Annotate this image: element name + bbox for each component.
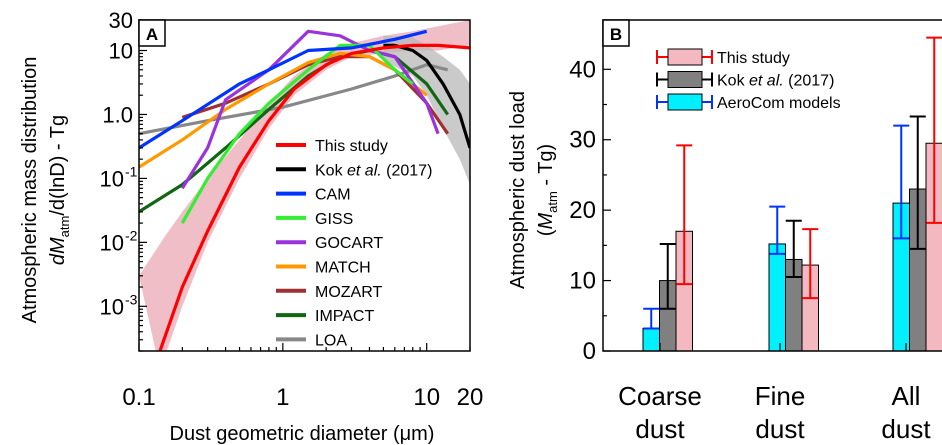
x-tick-label: 0.1	[122, 384, 155, 411]
legend-label: MATCH	[315, 260, 371, 277]
x-axis-ticks: 0.1 1 10 20	[122, 343, 483, 411]
legend-label: IMPACT	[315, 308, 374, 325]
panel-a-label-box	[138, 19, 166, 47]
legend-label: This study	[717, 50, 790, 67]
bar	[768, 243, 786, 351]
y-axis-label-a-line2: dMatm/d(lnD) - Tg	[47, 115, 72, 265]
x-tick-label: 1	[276, 384, 289, 411]
panel-b-label-box	[602, 19, 630, 47]
category-label-line2: dust	[881, 414, 931, 444]
legend-a: This study Kok et al. (2017) CAM GISS GOCART…	[276, 138, 432, 349]
x-tick-label: 20	[457, 384, 484, 411]
y-tick-exponent: -2	[125, 227, 138, 243]
y-axis-label-a-sub: atm	[57, 216, 72, 238]
legend-label: CAM	[315, 187, 351, 204]
line-giss	[180, 43, 414, 224]
bars	[642, 142, 942, 351]
panel-b-label: B	[610, 25, 622, 44]
plot-frame-b	[602, 19, 942, 352]
legend-label: GOCART	[315, 235, 383, 252]
y-tick-label: 10	[569, 268, 596, 295]
legend-b: This study Kok et al. (2017) AeroCom model…	[656, 48, 841, 112]
legend-swatch	[667, 48, 703, 66]
bar	[642, 327, 660, 351]
band-kok-et-al-2017	[383, 35, 470, 185]
y-axis-label-b-rest: - Tg)	[535, 144, 557, 191]
legend-swatch	[667, 93, 703, 111]
x-tick-label: 10	[413, 384, 440, 411]
line-match	[139, 51, 428, 169]
legend-label: Kok et al. (2017)	[717, 73, 834, 90]
legend-label: Kok et al. (2017)	[315, 162, 432, 179]
y-axis-label-b: Atmospheric dust load	[507, 91, 529, 289]
line-mozart	[181, 55, 450, 135]
category-label-line2: dust	[635, 414, 685, 444]
y-axis-label-a-line1: Atmospheric mass distribution	[19, 57, 41, 324]
line-this-study	[158, 43, 470, 351]
y-axis-label-a: Atmospheric mass distribution	[19, 57, 41, 324]
legend-swatch	[667, 71, 703, 88]
y-axis-label-b-open: (	[535, 229, 557, 236]
y-axis-label-b-line2: (Matm - Tg)	[535, 144, 560, 236]
legend-label: LOA	[315, 332, 347, 349]
y-axis-label-a-rest: /d(lnD) - Tg	[47, 115, 69, 216]
y-axis-label-b-var: M	[535, 213, 557, 230]
panel-a-label: A	[146, 25, 158, 44]
legend-label: This study	[315, 138, 388, 155]
y-tick-label: 1.0	[102, 102, 133, 127]
y-tick-label: 30	[569, 127, 596, 154]
y-axis-label-b-sub: atm	[545, 191, 560, 213]
y-tick-label: 10	[109, 39, 133, 64]
x-axis-label-a: Dust geometric diameter (μm)	[170, 423, 435, 445]
category-label: All	[892, 381, 921, 411]
model-lines	[139, 29, 470, 351]
y-tick-exponent: -3	[125, 291, 138, 307]
y-tick-label: 40	[569, 56, 596, 83]
category-label-line2: dust	[755, 414, 805, 444]
line-gocart	[180, 29, 440, 190]
svg-text:(Matm - Tg): (Matm - Tg)	[535, 144, 560, 236]
y-tick-label: 20	[569, 197, 596, 224]
error-bars	[643, 36, 942, 330]
category-label: Fine	[755, 381, 806, 411]
y-tick-label: 30	[109, 8, 133, 33]
y-tick-label: 10	[100, 230, 124, 255]
legend-label: AeroCom models	[717, 95, 841, 112]
svg-text:dMatm/d(lnD) - Tg: dMatm/d(lnD) - Tg	[47, 115, 72, 265]
y-axis-label-b-line1: Atmospheric dust load	[507, 91, 529, 289]
y-tick-label: 0	[583, 338, 596, 365]
y-tick-label: 10	[100, 294, 124, 319]
legend-label: MOZART	[315, 284, 382, 301]
y-tick-exponent: -1	[125, 163, 138, 179]
line-cam	[139, 29, 428, 150]
legend-label: GISS	[315, 211, 353, 228]
y-axis-ticks-b: 0 10 20 30 40	[569, 33, 611, 365]
plot-frame-a	[138, 19, 471, 352]
y-tick-label: 10	[100, 166, 124, 191]
category-label: Coarse	[618, 381, 702, 411]
y-axis-label-a-var: dM	[47, 237, 69, 265]
